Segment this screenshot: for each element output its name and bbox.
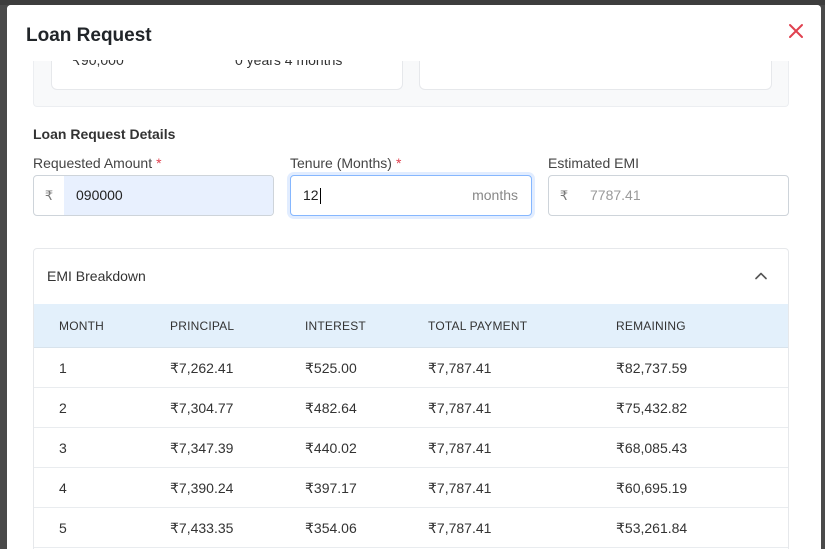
cell-principal: ₹7,347.39 (170, 440, 234, 456)
cell-interest: ₹440.02 (305, 440, 357, 456)
months-suffix: months (472, 187, 518, 203)
column-header-month: MONTH (59, 319, 104, 333)
cell-interest: ₹397.17 (305, 480, 357, 496)
emi-label: Estimated EMI (548, 155, 640, 171)
requested-amount-input[interactable]: ₹ 090000 (33, 175, 274, 216)
rupee-prefix: ₹ (44, 187, 54, 203)
cell-remaining: ₹75,432.82 (616, 400, 688, 416)
summary-left-panel: ₹90,000 0 years 4 months (51, 60, 403, 90)
loan-request-modal: Loan Request ₹90,000 0 years 4 months Lo… (7, 5, 821, 549)
requested-amount-value[interactable]: 090000 (64, 176, 273, 215)
cell-month: 5 (59, 520, 67, 536)
cell-total-payment: ₹7,787.41 (428, 440, 492, 456)
table-row: 4 ₹7,390.24 ₹397.17 ₹7,787.41 ₹60,695.19 (34, 468, 788, 508)
cell-month: 4 (59, 480, 67, 496)
collapse-toggle[interactable] (754, 269, 768, 283)
modal-header: Loan Request (7, 5, 821, 61)
table-row: 1 ₹7,262.41 ₹525.00 ₹7,787.41 ₹82,737.59 (34, 348, 788, 388)
cell-interest: ₹354.06 (305, 520, 357, 536)
emi-breakdown-panel: EMI Breakdown MONTH PRINCIPAL INTEREST T… (33, 248, 789, 549)
summary-duration: 0 years 4 months (235, 52, 343, 68)
rupee-prefix: ₹ (559, 187, 569, 203)
table-header: MONTH PRINCIPAL INTEREST TOTAL PAYMENT R… (34, 304, 788, 348)
cell-total-payment: ₹7,787.41 (428, 480, 492, 496)
required-marker: * (395, 155, 402, 171)
cell-interest: ₹525.00 (305, 360, 357, 376)
cell-month: 2 (59, 400, 67, 416)
section-title: Loan Request Details (33, 126, 176, 142)
estimated-emi-input: ₹ 7787.41 (548, 175, 789, 216)
column-header-remaining: REMAINING (616, 319, 686, 333)
tenure-input[interactable]: 12 months (290, 175, 532, 216)
table-row: 2 ₹7,304.77 ₹482.64 ₹7,787.41 ₹75,432.82 (34, 388, 788, 428)
cell-interest: ₹482.64 (305, 400, 357, 416)
cell-remaining: ₹53,261.84 (616, 520, 688, 536)
cell-principal: ₹7,390.24 (170, 480, 234, 496)
cell-principal: ₹7,433.35 (170, 520, 234, 536)
summary-amount: ₹90,000 (72, 52, 124, 68)
cell-total-payment: ₹7,787.41 (428, 400, 492, 416)
column-header-total-payment: TOTAL PAYMENT (428, 319, 528, 333)
emi-breakdown-header[interactable]: EMI Breakdown (34, 249, 788, 304)
cell-remaining: ₹68,085.43 (616, 440, 688, 456)
table-row: 3 ₹7,347.39 ₹440.02 ₹7,787.41 ₹68,085.43 (34, 428, 788, 468)
amount-label: Requested Amount * (33, 155, 162, 171)
chevron-up-icon (755, 272, 767, 280)
cell-remaining: ₹60,695.19 (616, 480, 688, 496)
tenure-label: Tenure (Months) * (290, 155, 402, 171)
column-header-interest: INTEREST (305, 319, 366, 333)
loan-summary-card: ₹90,000 0 years 4 months (33, 60, 789, 107)
cell-month: 3 (59, 440, 67, 456)
table-row: 5 ₹7,433.35 ₹354.06 ₹7,787.41 ₹53,261.84 (34, 508, 788, 548)
column-header-principal: PRINCIPAL (170, 319, 235, 333)
backdrop (0, 0, 825, 5)
cell-principal: ₹7,304.77 (170, 400, 234, 416)
cell-total-payment: ₹7,787.41 (428, 520, 492, 536)
modal-title: Loan Request (26, 25, 152, 46)
cell-total-payment: ₹7,787.41 (428, 360, 492, 376)
required-marker: * (156, 155, 162, 171)
cell-remaining: ₹82,737.59 (616, 360, 688, 376)
cell-principal: ₹7,262.41 (170, 360, 234, 376)
cell-month: 1 (59, 360, 67, 376)
summary-right-panel (419, 61, 772, 90)
close-icon (789, 24, 803, 38)
text-caret (319, 188, 321, 205)
close-button[interactable] (787, 22, 805, 40)
emi-breakdown-title: EMI Breakdown (47, 268, 146, 284)
estimated-emi-value: 7787.41 (590, 187, 641, 203)
tenure-value[interactable]: 12 (303, 187, 321, 205)
